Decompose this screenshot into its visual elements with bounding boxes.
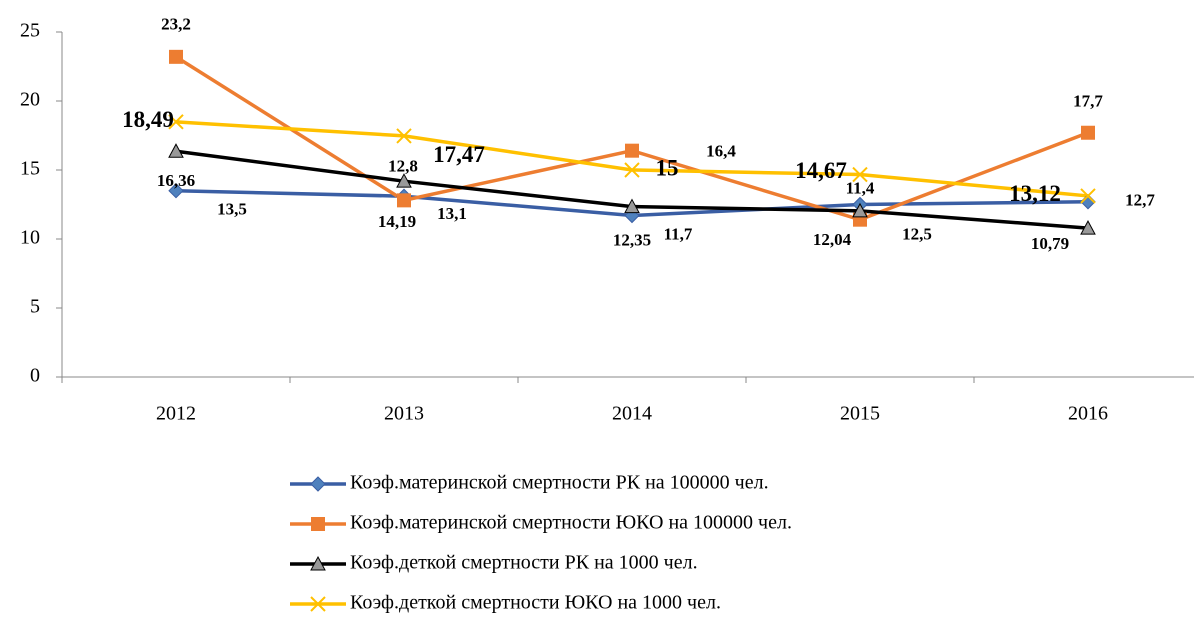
data-label: 16,36 <box>157 171 195 190</box>
data-label: 13,1 <box>437 204 467 223</box>
data-label: 11,4 <box>846 179 875 198</box>
data-point <box>624 198 640 214</box>
x-tick-label: 2014 <box>612 403 652 425</box>
legend-label: Коэф.деткой смертности РК на 1000 чел. <box>350 552 698 574</box>
data-label: 17,7 <box>1073 92 1103 111</box>
data-point <box>852 202 868 218</box>
legend-label: Коэф.материнской смертности ЮКО на 10000… <box>350 512 792 534</box>
data-point <box>168 143 184 158</box>
data-point <box>396 173 412 188</box>
data-point <box>168 182 184 199</box>
data-label: 15 <box>656 155 679 180</box>
data-label: 23,2 <box>161 15 191 34</box>
data-point <box>624 162 640 178</box>
data-label: 12,7 <box>1125 191 1155 210</box>
x-tick-label: 2016 <box>1068 403 1108 425</box>
y-tick-label: 25 <box>20 20 40 42</box>
data-label: 13,5 <box>217 200 247 219</box>
data-label: 12,8 <box>388 156 418 175</box>
legend-marker <box>310 476 326 492</box>
x-tick-label: 2012 <box>156 403 196 425</box>
y-tick-label: 5 <box>30 296 40 318</box>
data-label: 10,79 <box>1031 234 1069 253</box>
data-point <box>852 166 868 183</box>
data-point <box>1081 125 1095 140</box>
data-label: 14,67 <box>795 158 847 183</box>
y-tick-label: 20 <box>20 89 40 111</box>
legend-marker <box>310 596 326 612</box>
data-label: 12,04 <box>813 230 852 249</box>
y-tick-label: 10 <box>20 227 40 249</box>
x-tick-label: 2015 <box>840 403 880 425</box>
y-tick-label: 0 <box>30 365 40 387</box>
x-tick-label: 2013 <box>384 403 424 425</box>
data-point <box>168 114 184 130</box>
data-label: 14,19 <box>378 212 416 231</box>
legend-marker <box>310 555 326 571</box>
legend-label: Коэф.материнской смертности РК на 100000… <box>350 472 769 494</box>
series-line <box>175 120 1089 198</box>
data-point <box>169 49 183 64</box>
data-point <box>396 128 412 144</box>
data-label: 12,35 <box>613 230 651 249</box>
data-point <box>625 143 639 158</box>
legend-label: Коэф.деткой смертности ЮКО на 1000 чел. <box>350 592 721 614</box>
y-tick-label: 15 <box>20 158 40 180</box>
data-label: 13,12 <box>1009 181 1061 206</box>
data-label: 12,5 <box>902 224 932 243</box>
data-label: 16,4 <box>706 142 736 161</box>
data-label: 18,49 <box>122 107 174 132</box>
data-label: 11,7 <box>664 224 693 243</box>
legend-marker <box>311 517 325 531</box>
data-point <box>397 193 411 208</box>
data-point <box>1080 220 1096 235</box>
data-label: 17,47 <box>433 142 485 167</box>
data-point <box>1080 188 1096 204</box>
